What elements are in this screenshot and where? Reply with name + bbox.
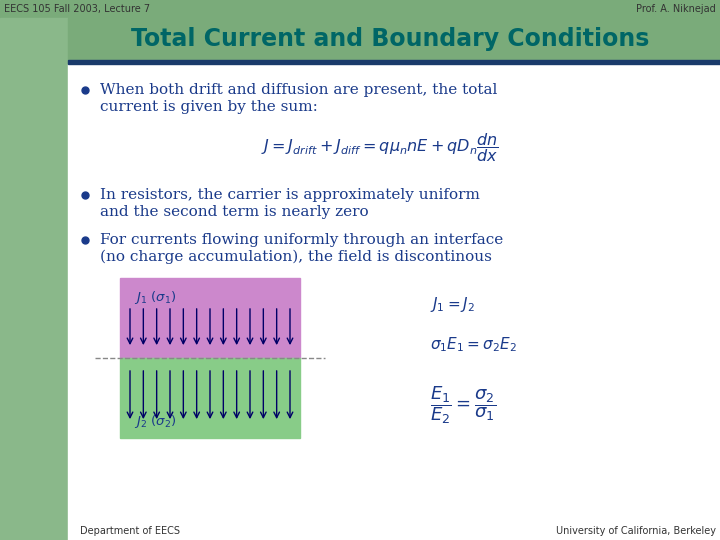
Text: EECS 105 Fall 2003, Lecture 7: EECS 105 Fall 2003, Lecture 7	[4, 4, 150, 14]
Text: and the second term is nearly zero: and the second term is nearly zero	[100, 205, 369, 219]
Text: current is given by the sum:: current is given by the sum:	[100, 100, 318, 114]
Text: In resistors, the carrier is approximately uniform: In resistors, the carrier is approximate…	[100, 188, 480, 202]
Bar	[0, 18, 68, 540]
Text: Prof. A. Niknejad: Prof. A. Niknejad	[636, 4, 716, 14]
Text: Total Current and Boundary Conditions: Total Current and Boundary Conditions	[131, 27, 649, 51]
Bar	[120, 278, 300, 358]
Text: (no charge accumulation), the field is discontinous: (no charge accumulation), the field is d…	[100, 250, 492, 264]
Bar	[120, 358, 300, 438]
Bar	[68, 64, 720, 540]
Text: University of California, Berkeley: University of California, Berkeley	[556, 526, 716, 536]
Bar	[68, 60, 720, 64]
Text: $\sigma_1 E_1 = \sigma_2 E_2$: $\sigma_1 E_1 = \sigma_2 E_2$	[430, 336, 517, 354]
Text: When both drift and diffusion are present, the total: When both drift and diffusion are presen…	[100, 83, 498, 97]
Text: $J_1 = J_2$: $J_1 = J_2$	[430, 295, 475, 314]
Text: $J_1\ (\sigma_1)$: $J_1\ (\sigma_1)$	[134, 289, 176, 306]
Bar	[0, 0, 720, 18]
Text: For currents flowing uniformly through an interface: For currents flowing uniformly through a…	[100, 233, 503, 247]
Text: $J = J_{drift} + J_{diff} = q\mu_n nE + qD_n \dfrac{dn}{dx}$: $J = J_{drift} + J_{diff} = q\mu_n nE + …	[261, 132, 499, 165]
Text: Department of EECS: Department of EECS	[80, 526, 180, 536]
Text: $\dfrac{E_1}{E_2} = \dfrac{\sigma_2}{\sigma_1}$: $\dfrac{E_1}{E_2} = \dfrac{\sigma_2}{\si…	[430, 384, 496, 426]
Text: $J_2\ (\sigma_2)$: $J_2\ (\sigma_2)$	[134, 413, 176, 430]
Bar	[68, 18, 720, 60]
